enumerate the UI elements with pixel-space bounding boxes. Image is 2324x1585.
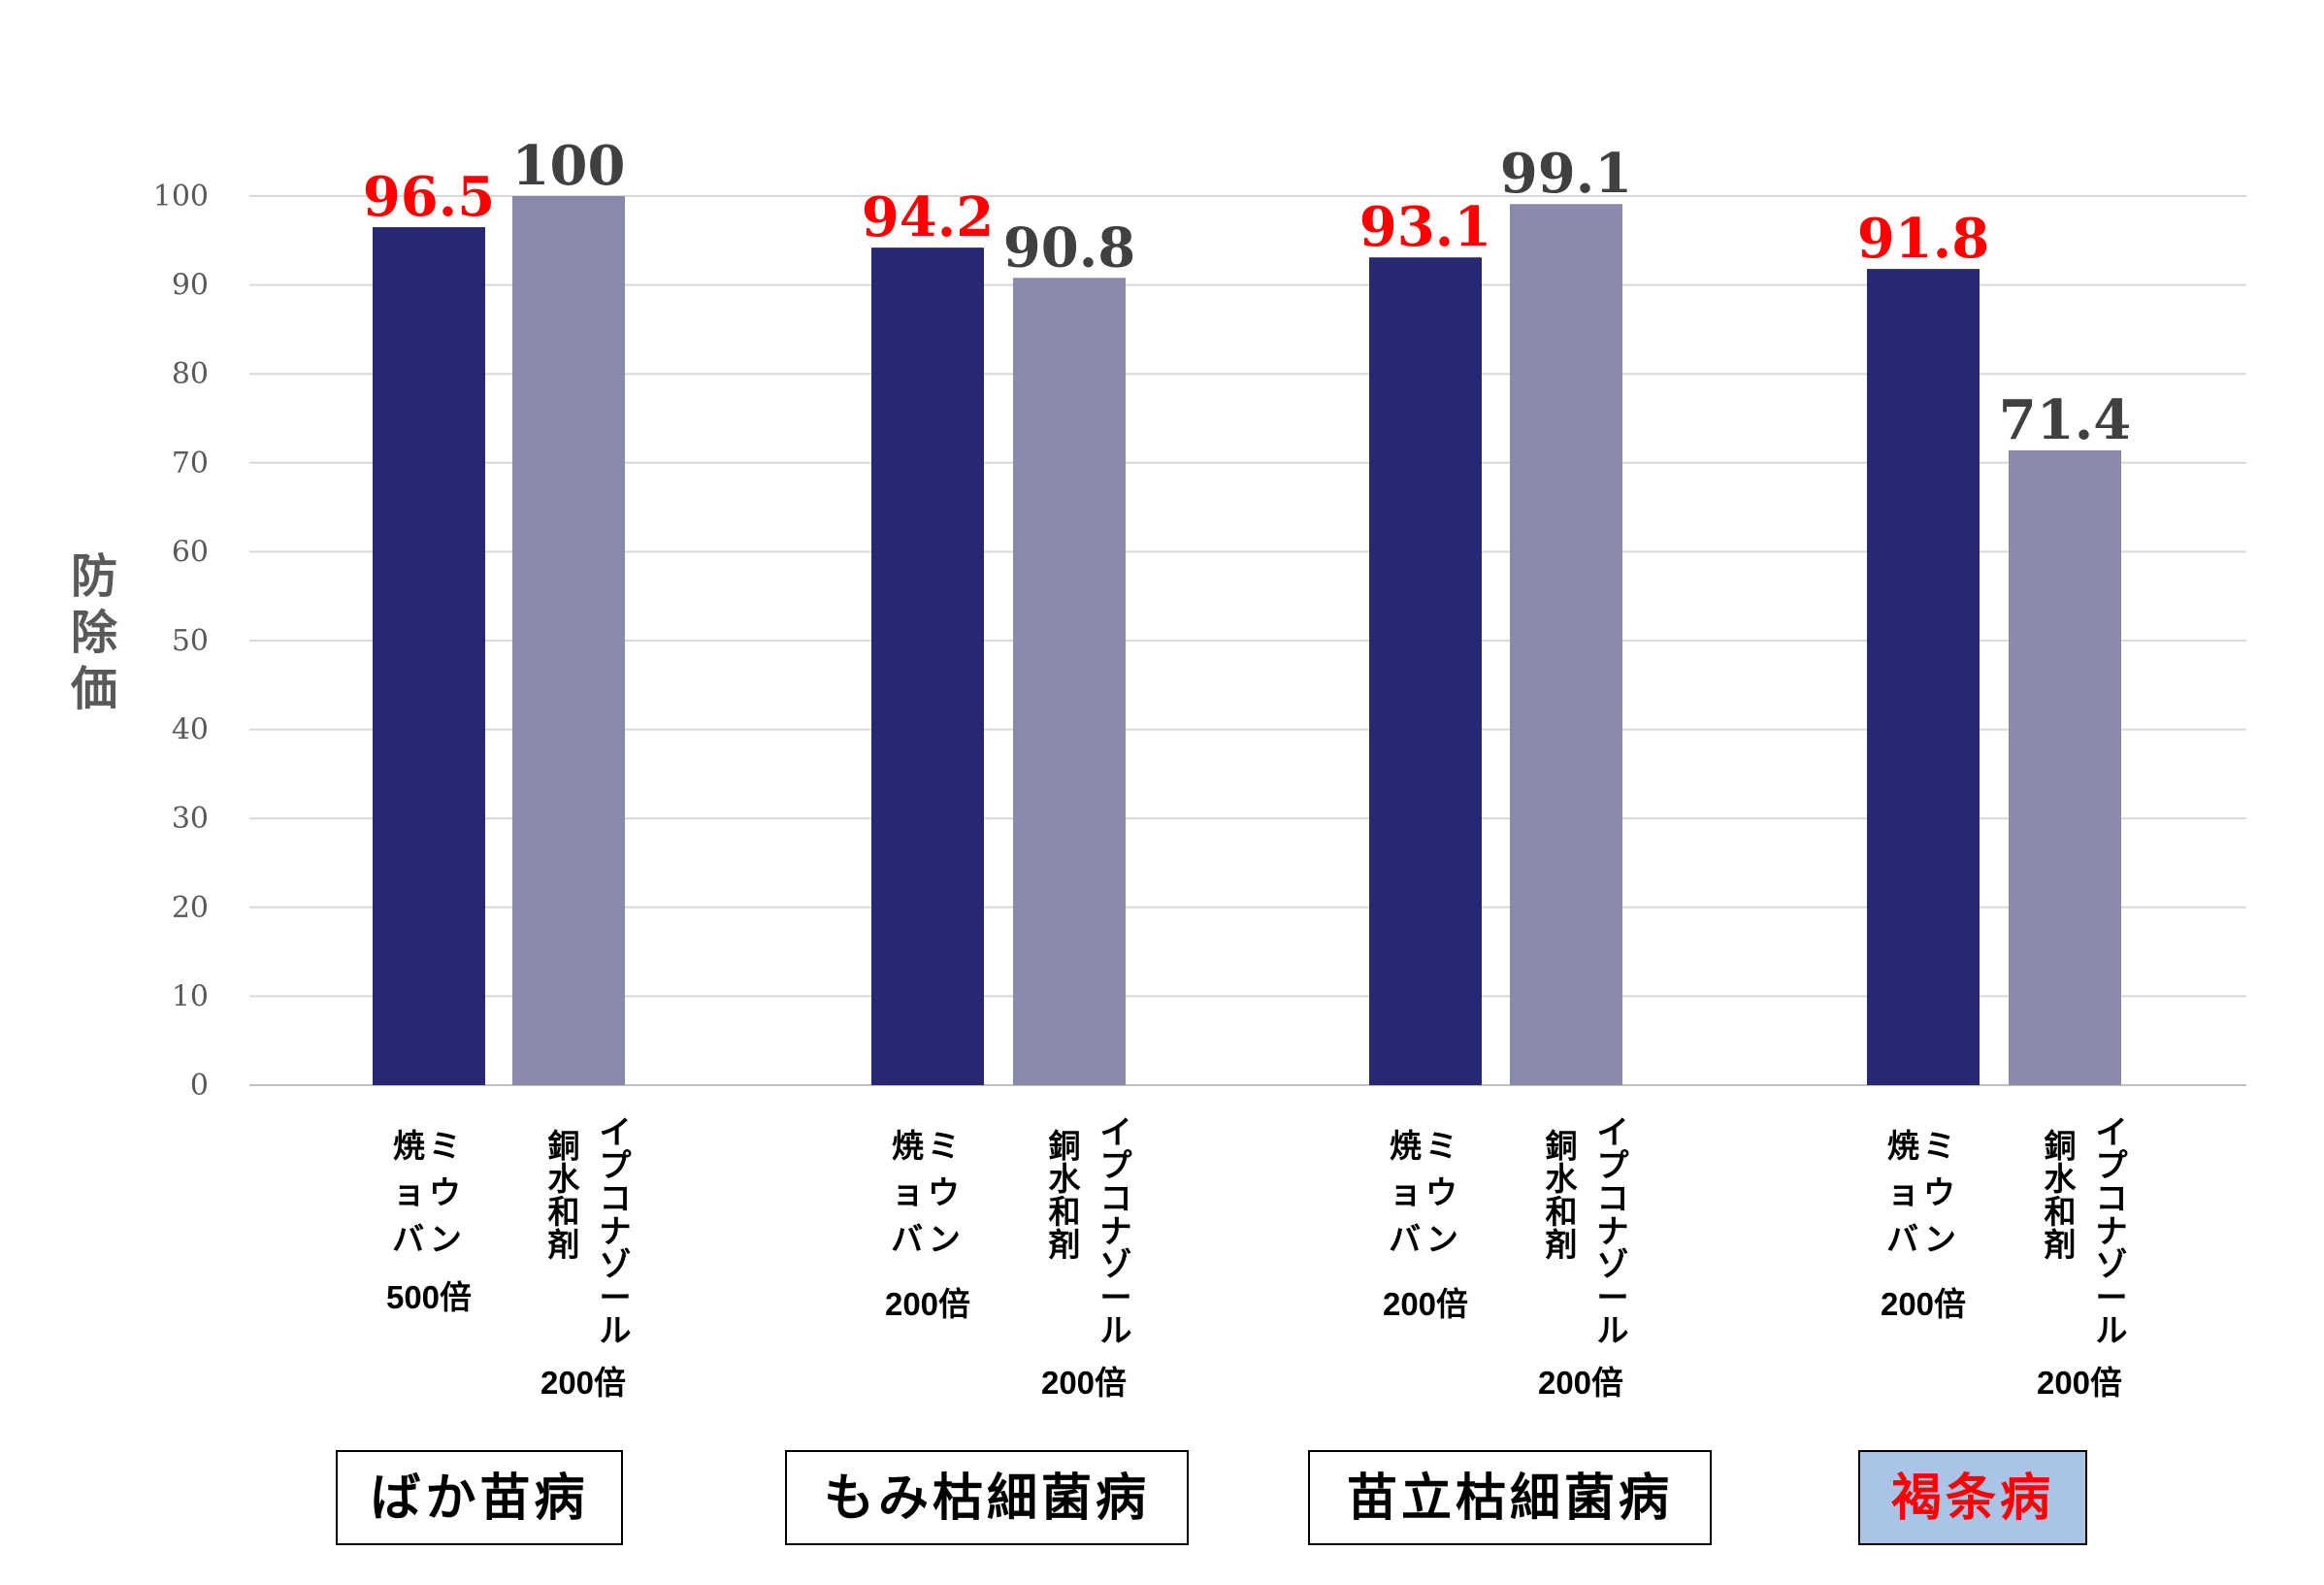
product-label-1-reference-a: イプコナゾール (600, 1113, 633, 1349)
data-labels: 96.5 100 94.2 90.8 93.199.1 91.8 71.4 (363, 134, 2131, 452)
disease-box-4 (1858, 1450, 2087, 1545)
y-axis-ticks: 0 10 20 30 40 50 60 70 80 90 100 (153, 180, 209, 1103)
product-label-4-reference-b: 銅水和剤 (2045, 1127, 2078, 1264)
ytick-label-80: 80 (172, 357, 209, 391)
data-label-4-alum: 91.8 (1857, 207, 1989, 271)
ytick-label-70: 70 (172, 446, 209, 480)
y-axis-label: 防除価 (70, 549, 118, 716)
product-label-4-alum: 焼ミョウバン (1886, 1127, 1960, 1258)
bar-4-reference (2009, 449, 2121, 1085)
disease-label-2: もみ枯細菌病 (824, 1469, 1150, 1528)
bar-2-alum (871, 248, 984, 1086)
product-label-3-alum: 焼ミョウバン (1389, 1127, 1462, 1258)
dilution-label-3-reference: 200倍 (1538, 1365, 1623, 1401)
disease-labels: ばか苗病 もみ枯細菌病 苗立枯細菌病 褐条病 (336, 1450, 2087, 1545)
dilution-label-2-reference: 200倍 (1041, 1365, 1127, 1401)
category-labels: 焼ミョウバン500倍イプコナゾール銅水和剤200倍焼ミョウバン200倍イプコナゾ… (386, 1113, 2129, 1401)
ytick-label-10: 10 (172, 979, 209, 1013)
data-label-2-reference: 90.8 (1003, 215, 1135, 280)
disease-box-1 (336, 1450, 623, 1545)
product-label-1-alum: 焼ミョウバン (392, 1127, 466, 1258)
ytick-label-100: 100 (153, 180, 209, 214)
product-label-2-reference-a: イプコナゾール (1100, 1113, 1133, 1349)
ytick-label-90: 90 (172, 269, 209, 303)
disease-box-2 (785, 1450, 1189, 1545)
product-label-2-alum: 焼ミョウバン (891, 1127, 965, 1258)
ytick-label-50: 50 (172, 624, 209, 658)
dilution-label-1-alum: 500倍 (386, 1279, 472, 1315)
data-label-3-alum: 93.1 (1359, 195, 1491, 259)
bar-2-reference (1013, 278, 1126, 1086)
ytick-label-20: 20 (172, 891, 209, 925)
product-label-2-reference-b: 銅水和剤 (1049, 1127, 1082, 1264)
ytick-label-30: 30 (172, 802, 209, 836)
product-label-3-reference-b: 銅水和剤 (1546, 1127, 1579, 1264)
bar-1-alum (373, 227, 485, 1085)
disease-box-3 (1308, 1450, 1712, 1545)
product-label-1-reference-b: 銅水和剤 (548, 1127, 581, 1264)
disease-label-3: 苗立枯細菌病 (1347, 1469, 1673, 1528)
dilution-label-3-alum: 200倍 (1383, 1286, 1468, 1322)
dilution-label-2-alum: 200倍 (885, 1286, 970, 1322)
ytick-label-40: 40 (172, 713, 209, 747)
disease-label-1: ばか苗病 (370, 1469, 588, 1528)
disease-label-4: 褐条病 (1891, 1469, 2054, 1528)
product-label-3-reference-a: イプコナゾール (1597, 1113, 1630, 1349)
dilution-label-4-alum: 200倍 (1881, 1286, 1966, 1322)
data-label-1-alum: 96.5 (363, 165, 495, 229)
bar-4-alum (1867, 269, 1980, 1085)
ytick-label-0: 0 (190, 1069, 209, 1103)
bar-1-reference (512, 196, 625, 1085)
bar-3-alum (1369, 257, 1482, 1086)
product-label-4-reference-a: イプコナゾール (2096, 1113, 2129, 1349)
ytick-label-60: 60 (172, 535, 209, 569)
data-label-2-alum: 94.2 (862, 185, 994, 249)
dilution-label-4-reference: 200倍 (2037, 1365, 2122, 1401)
bar-3-reference (1510, 204, 1622, 1085)
data-label-1-reference: 100 (512, 134, 626, 198)
dilution-label-1-reference: 200倍 (540, 1365, 626, 1401)
data-label-4-reference: 71.4 (1999, 388, 2131, 452)
data-label-3-reference: 99.1 (1500, 142, 1632, 206)
bars (373, 196, 2121, 1086)
